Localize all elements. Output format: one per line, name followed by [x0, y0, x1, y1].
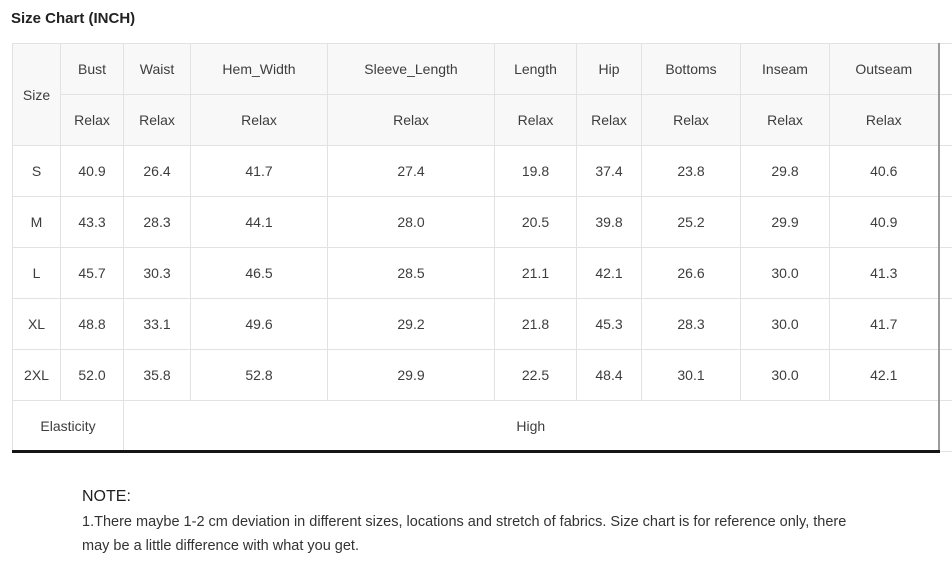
fit-cell: Relax: [327, 94, 495, 146]
note-section: NOTE: 1.There maybe 1-2 cm deviation in …: [82, 486, 870, 558]
header-cell-sleeve-length: Sleeve_Length: [327, 43, 495, 95]
elasticity-value-cell: High: [123, 400, 940, 453]
measure-cell: 46.5: [190, 247, 328, 299]
measure-cell: 41.7: [190, 145, 328, 197]
note-heading: NOTE:: [82, 488, 131, 505]
measure-cell: 45.7: [60, 247, 124, 299]
table-row-m: M 43.3 28.3 44.1 28.0 20.5 39.8 25.2 29.…: [12, 196, 952, 248]
header-cell-waist: Waist: [123, 43, 191, 95]
size-label-cell: M: [12, 196, 61, 248]
measure-cell: 30.0: [740, 247, 830, 299]
table-row-2xl: 2XL 52.0 35.8 52.8 29.9 22.5 48.4 30.1 3…: [12, 349, 952, 401]
measure-cell: 33.1: [123, 298, 191, 350]
measure-cell: 21.8: [494, 298, 577, 350]
header-row-fit: Relax Relax Relax Relax Relax Relax Rela…: [13, 94, 952, 146]
measure-cell: 52.0: [60, 349, 124, 401]
table-row-s: S 40.9 26.4 41.7 27.4 19.8 37.4 23.8 29.…: [12, 145, 952, 197]
measure-cell: 26.4: [123, 145, 191, 197]
measure-cell: 28.3: [641, 298, 741, 350]
table-row-xl: XL 48.8 33.1 49.6 29.2 21.8 45.3 28.3 30…: [12, 298, 952, 350]
measure-cell: 48.8: [60, 298, 124, 350]
header-cell-outseam: Outseam: [829, 43, 940, 95]
measure-cell: 30.1: [641, 349, 741, 401]
header-cell-bust: Bust: [60, 43, 124, 95]
measure-cell: 39.8: [576, 196, 642, 248]
measure-cell: 41.7: [829, 298, 940, 350]
header-cell-length: Length: [494, 43, 577, 95]
fit-cell: Relax: [123, 94, 191, 146]
table-row-l: L 45.7 30.3 46.5 28.5 21.1 42.1 26.6 30.…: [12, 247, 952, 299]
size-label-cell: S: [12, 145, 61, 197]
measure-cell: 40.6: [829, 145, 940, 197]
measure-cell: 43.3: [60, 196, 124, 248]
measure-cell: 26.6: [641, 247, 741, 299]
measure-cell: 44.1: [190, 196, 328, 248]
measure-cell: 40.9: [829, 196, 940, 248]
header-cell-hip: Hip: [576, 43, 642, 95]
measure-cell: 41.3: [829, 247, 940, 299]
measure-cell: 21.1: [494, 247, 577, 299]
clipped-column-cell: [938, 298, 952, 350]
header-cell-bottoms: Bottoms: [641, 43, 741, 95]
measure-cell: 29.9: [740, 196, 830, 248]
size-chart-table: Size Bust Waist Hem_Width Sleeve_Length …: [12, 43, 952, 453]
measure-cell: 29.2: [327, 298, 495, 350]
measure-cell: 49.6: [190, 298, 328, 350]
measure-cell: 28.5: [327, 247, 495, 299]
measure-cell: 25.2: [641, 196, 741, 248]
measure-cell: 48.4: [576, 349, 642, 401]
measure-cell: 22.5: [494, 349, 577, 401]
measure-cell: 29.9: [327, 349, 495, 401]
measure-cell: 28.3: [123, 196, 191, 248]
fit-cell: Relax: [494, 94, 577, 146]
measure-cell: 19.8: [494, 145, 577, 197]
measure-cell: 40.9: [60, 145, 124, 197]
header-cell-inseam: Inseam: [740, 43, 830, 95]
fit-cell: Relax: [190, 94, 328, 146]
clipped-column-cell: [938, 145, 952, 197]
fit-cell: Relax: [829, 94, 940, 146]
size-label-cell: L: [12, 247, 61, 299]
clipped-column-cell: [938, 400, 952, 452]
measure-cell: 42.1: [829, 349, 940, 401]
size-chart-scroll-viewport[interactable]: Size Bust Waist Hem_Width Sleeve_Length …: [0, 43, 952, 453]
measure-cell: 28.0: [327, 196, 495, 248]
clipped-column-cell: [938, 349, 952, 401]
note-text-line: 1.There maybe 1-2 cm deviation in differ…: [82, 514, 847, 530]
measure-cell: 37.4: [576, 145, 642, 197]
measure-cell: 20.5: [494, 196, 577, 248]
measure-cell: 52.8: [190, 349, 328, 401]
measure-cell: 45.3: [576, 298, 642, 350]
measure-cell: 29.8: [740, 145, 830, 197]
elasticity-label-cell: Elasticity: [12, 400, 124, 453]
measure-cell: 30.3: [123, 247, 191, 299]
measure-cell: 23.8: [641, 145, 741, 197]
clipped-column-cell: [938, 94, 952, 146]
header-cell-hem-width: Hem_Width: [190, 43, 328, 95]
fit-cell: Relax: [740, 94, 830, 146]
elasticity-row: Elasticity High: [12, 400, 952, 453]
header-cell-size: Size: [12, 43, 61, 146]
measure-cell: 30.0: [740, 349, 830, 401]
fit-cell: Relax: [576, 94, 642, 146]
clipped-column-header: [938, 43, 952, 95]
page-title: Size Chart (INCH): [11, 10, 136, 27]
clipped-column-cell: [938, 247, 952, 299]
size-label-cell: 2XL: [12, 349, 61, 401]
fit-cell: Relax: [60, 94, 124, 146]
measure-cell: 35.8: [123, 349, 191, 401]
header-row-measures: Size Bust Waist Hem_Width Sleeve_Length …: [12, 43, 952, 146]
fit-cell: Relax: [641, 94, 741, 146]
size-label-cell: XL: [12, 298, 61, 350]
measure-cell: 42.1: [576, 247, 642, 299]
measure-cell: 30.0: [740, 298, 830, 350]
measure-cell: 27.4: [327, 145, 495, 197]
note-text-line: may be a little difference with what you…: [82, 538, 359, 554]
clipped-column-cell: [938, 196, 952, 248]
